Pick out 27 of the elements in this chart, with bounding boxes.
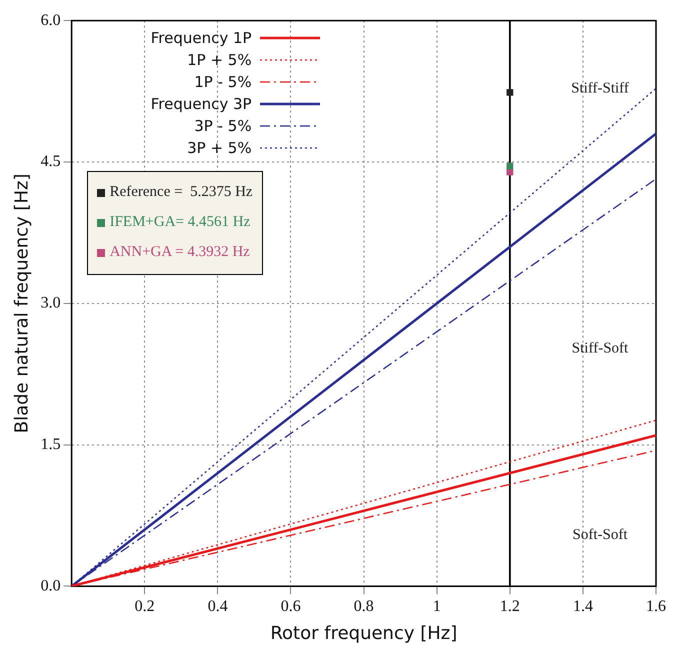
x-axis-title: Rotor frequency [Hz] [270,622,458,644]
legend-label: 3P + 5% [186,138,252,157]
x-tick-label: 0.6 [280,598,301,616]
x-tick-label: 1.2 [500,598,520,616]
legend-label: 1P + 5% [186,50,252,69]
text: IFEM+GA= 4.4561 Hz [110,214,250,232]
y-tick-label: 0.0 [40,577,61,594]
legend-label: 1P - 5% [193,72,252,91]
y-tick-label: 6.0 [40,12,61,29]
legend-label: Frequency 3P [150,94,252,113]
y-tick-label: 1.5 [40,436,61,454]
text: Reference = 5.2375 Hz [110,184,253,202]
annotation: Stiff-Stiff [571,80,629,96]
x-tick-label: 1.6 [646,598,666,616]
x-tick-label: 0.4 [208,598,228,616]
x-tick-label: 1.4 [572,598,593,616]
y-tick-label: 4.5 [40,153,61,170]
annotation: Stiff-Soft [572,340,630,357]
y-tick-label: 3.0 [40,294,61,312]
legend-label: Frequency 1P [150,28,252,47]
x-tick-label: 1 [432,598,441,616]
legend-label: 3P - 5% [193,116,252,135]
annotation: Soft-Soft [572,527,628,544]
x-tick-label: 0.2 [134,598,155,616]
x-tick-label: 0.8 [354,598,374,616]
y-axis-title: Blade natural frequency [Hz] [11,174,32,434]
text: ANN+GA = 4.3932 Hz [110,244,250,262]
